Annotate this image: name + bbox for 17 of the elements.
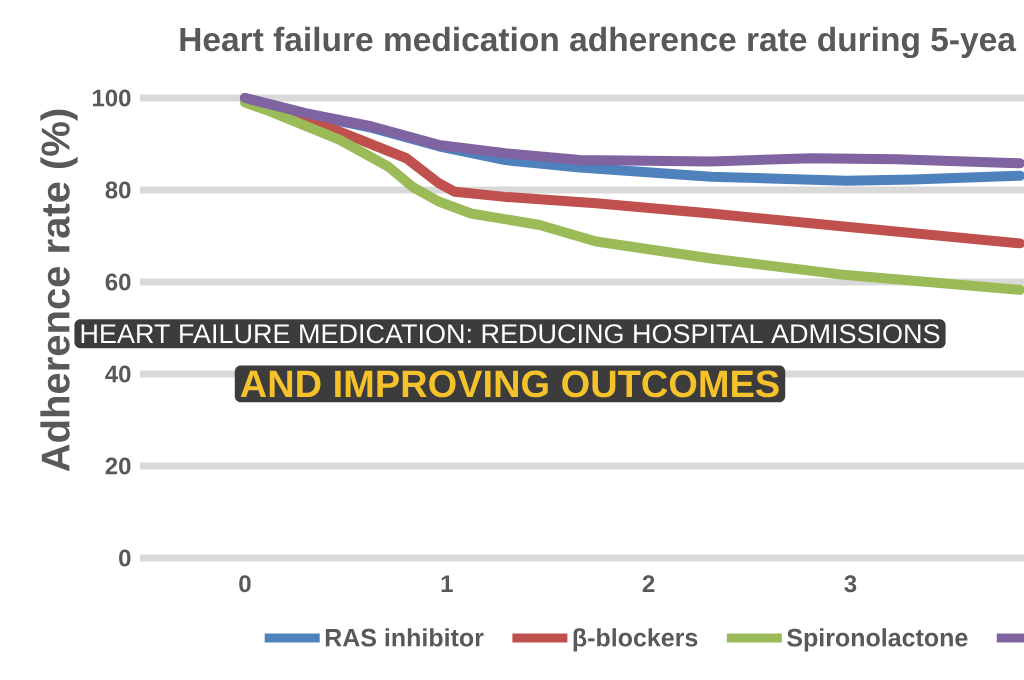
y-tick-label: 0 — [119, 549, 131, 567]
y-tick-label: 20 — [105, 457, 131, 475]
legend-label: Spironolactone — [787, 628, 968, 652]
legend-label: RAS inhibitor — [325, 628, 484, 647]
y-axis-title: Adherence rate (%) — [40, 109, 78, 472]
x-tick-label: 3 — [844, 575, 857, 593]
chart-title: Heart failure medication adherence rate during 5-yea — [180, 26, 1017, 59]
x-tick-label: 2 — [642, 575, 655, 592]
y-tick-label: 40 — [105, 365, 131, 383]
legend-label: β-blockers — [573, 628, 698, 652]
x-tick-label: 1 — [441, 575, 453, 592]
annotation: HEART FAILURE MEDICATION: REDUCING HOSPITAL ADMISSIONS — [81, 324, 940, 344]
y-tick-label: 60 — [105, 273, 131, 291]
x-tick-label: 0 — [239, 575, 251, 593]
annotation: AND IMPROVING OUTCOMES — [240, 370, 779, 398]
y-tick-label: 80 — [105, 181, 131, 199]
y-tick-label: 100 — [92, 89, 131, 107]
